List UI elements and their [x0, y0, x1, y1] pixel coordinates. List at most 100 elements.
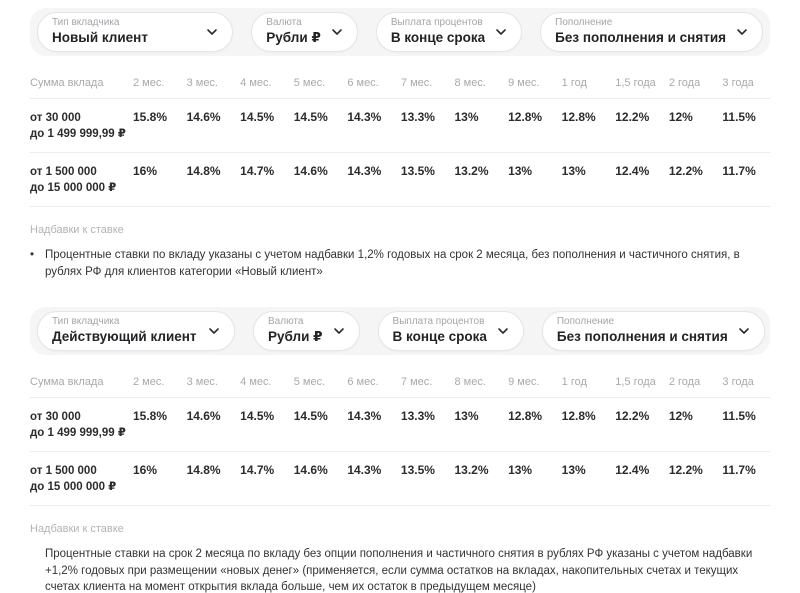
- interest-payout-label: Выплата процентов: [392, 316, 485, 328]
- chevron-down-icon: [737, 29, 747, 35]
- amount-line: до 15 000 000 ₽: [30, 481, 117, 493]
- currency-value: Рубли ₽: [266, 29, 321, 45]
- rate-cell: 12.8%: [561, 110, 596, 124]
- replenishment-value: Без пополнения и снятия: [555, 29, 726, 45]
- depositor-type-select[interactable]: Тип вкладчика Новый клиент: [37, 12, 234, 52]
- column-header: 3 мес.: [186, 375, 218, 388]
- rate-cell: 15.8%: [133, 408, 168, 423]
- column-header: 3 года: [722, 375, 754, 388]
- column-header: Сумма вклада: [30, 77, 104, 89]
- rate-bonus-note: • Процентные ставки по вкладу указаны с …: [30, 247, 770, 280]
- replenishment-select[interactable]: Пополнение Без пополнения и снятия: [540, 12, 763, 52]
- rate-cell: 13%: [508, 164, 533, 179]
- column-header: 2 мес.: [133, 375, 165, 388]
- rate-cell: 12.8%: [508, 110, 543, 124]
- rate-cell: 11.5%: [722, 408, 756, 423]
- depositor-type-select[interactable]: Тип вкладчика Действующий клиент с новы…: [37, 310, 235, 351]
- rate-cell: 16%: [133, 462, 158, 477]
- rate-cell: 13.3%: [400, 408, 435, 423]
- rate-cell: 14.8%: [186, 462, 221, 477]
- rate-cell: 14.5%: [240, 110, 275, 124]
- rate-cell: 14.6%: [186, 408, 221, 423]
- rate-cell: 14.6%: [293, 164, 328, 179]
- column-header: 2 мес.: [133, 77, 165, 89]
- rate-cell: 12.8%: [561, 408, 596, 423]
- column-header: 3 мес.: [186, 77, 218, 89]
- currency-select[interactable]: Валюта Рубли ₽: [253, 310, 360, 351]
- interest-payout-select[interactable]: Выплата процентов В конце срока: [375, 12, 523, 52]
- bullet-marker: •: [30, 249, 35, 262]
- chevron-down-icon: [332, 29, 342, 35]
- filter-bar: Тип вкладчика Новый клиент Валюта Рубли …: [30, 8, 770, 56]
- rates-table-header: Сумма вклада 2 мес. 3 мес. 4 мес. 5 мес.…: [30, 77, 770, 99]
- rates-table-header: Сумма вклада 2 мес. 3 мес. 4 мес. 5 мес.…: [30, 376, 770, 398]
- filter-bar: Тип вкладчика Действующий клиент с новы……: [30, 306, 770, 355]
- rate-cell: 12.2%: [668, 462, 703, 477]
- note-text: Процентные ставки на срок 2 месяца по вк…: [45, 548, 753, 593]
- amount-line: от 1 500 000: [30, 166, 97, 179]
- deposit-amount-range: от 30 000 до 1 499 999,99 ₽: [30, 409, 127, 441]
- replenishment-select[interactable]: Пополнение Без пополнения и снятия: [541, 310, 765, 351]
- rate-cell: 14.6%: [186, 110, 221, 124]
- amount-line: до 1 499 999,99 ₽: [30, 128, 126, 141]
- rate-bonus-note: Процентные ставки на срок 2 месяца по вк…: [30, 546, 770, 593]
- replenishment-label: Пополнение: [556, 316, 614, 328]
- rate-cell: 12%: [668, 110, 693, 124]
- deposit-amount-range: от 30 000 до 1 499 999,99 ₽: [30, 110, 127, 142]
- table-row: от 1 500 000 до 15 000 000 ₽ 16% 14.8% 1…: [30, 452, 770, 507]
- rate-cell: 11.7%: [722, 462, 756, 477]
- column-header: 5 мес.: [293, 375, 326, 388]
- rate-cell: 13%: [561, 462, 586, 477]
- rate-cell: 13.5%: [400, 164, 435, 179]
- column-header: 8 мес.: [454, 77, 486, 89]
- column-header: 9 мес.: [508, 375, 540, 388]
- rate-cell: 13.2%: [454, 462, 489, 477]
- column-header: 4 мес.: [240, 375, 272, 388]
- column-header: 4 мес.: [240, 77, 272, 89]
- rate-cell: 14.7%: [240, 164, 275, 179]
- column-header: 1 год: [561, 375, 587, 388]
- rate-cell: 13.3%: [400, 110, 435, 124]
- depositor-type-label: Тип вкладчика: [52, 316, 120, 328]
- currency-label: Валюта: [268, 316, 304, 328]
- rate-cell: 11.7%: [722, 164, 756, 179]
- rate-cell: 16%: [133, 164, 158, 179]
- rate-cell: 12.4%: [615, 462, 650, 477]
- interest-payout-select[interactable]: Выплата процентов В конце срока: [377, 310, 524, 351]
- rate-cell: 12.2%: [668, 164, 703, 179]
- rate-cell: 13%: [454, 408, 479, 423]
- depositor-type-value: Новый клиент: [52, 29, 148, 45]
- currency-select[interactable]: Валюта Рубли ₽: [251, 12, 358, 52]
- rate-cell: 14.8%: [186, 164, 221, 179]
- rate-cell: 12.8%: [508, 408, 543, 423]
- rate-bonuses-title: Надбавки к ставке: [30, 523, 124, 536]
- rate-cell: 13.5%: [400, 462, 435, 477]
- rate-cell: 13%: [508, 462, 533, 477]
- interest-payout-label: Выплата процентов: [390, 17, 483, 29]
- deposit-amount-range: от 1 500 000 до 15 000 000 ₽: [30, 164, 127, 196]
- amount-line: от 1 500 000: [30, 464, 97, 477]
- column-header: 3 года: [722, 77, 754, 89]
- column-header: 1,5 года: [615, 77, 656, 89]
- chevron-down-icon: [738, 327, 749, 334]
- rate-bonuses-title: Надбавки к ставке: [30, 224, 124, 237]
- chevron-down-icon: [498, 327, 508, 334]
- column-header: Сумма вклада: [30, 375, 104, 388]
- deposit-amount-range: от 1 500 000 до 15 000 000 ₽: [30, 463, 127, 495]
- column-header: 6 мес.: [347, 77, 379, 89]
- column-header: 5 мес.: [293, 77, 326, 89]
- amount-line: от 30 000: [30, 112, 81, 124]
- chevron-down-icon: [333, 327, 344, 334]
- column-header: 7 мес.: [400, 77, 433, 89]
- rate-cell: 13%: [561, 164, 586, 179]
- rate-cell: 14.5%: [293, 408, 328, 423]
- rate-cell: 15.8%: [133, 110, 168, 124]
- rate-cell: 14.6%: [293, 462, 328, 477]
- column-header: 9 мес.: [508, 77, 540, 89]
- column-header: 2 года: [668, 77, 701, 89]
- table-row: от 30 000 до 1 499 999,99 ₽ 15.8% 14.6% …: [30, 398, 770, 452]
- note-text: Процентные ставки по вкладу указаны с уч…: [45, 249, 740, 279]
- replenishment-label: Пополнение: [555, 17, 613, 29]
- rate-cell: 12.2%: [615, 408, 650, 423]
- amount-line: до 15 000 000 ₽: [30, 182, 117, 195]
